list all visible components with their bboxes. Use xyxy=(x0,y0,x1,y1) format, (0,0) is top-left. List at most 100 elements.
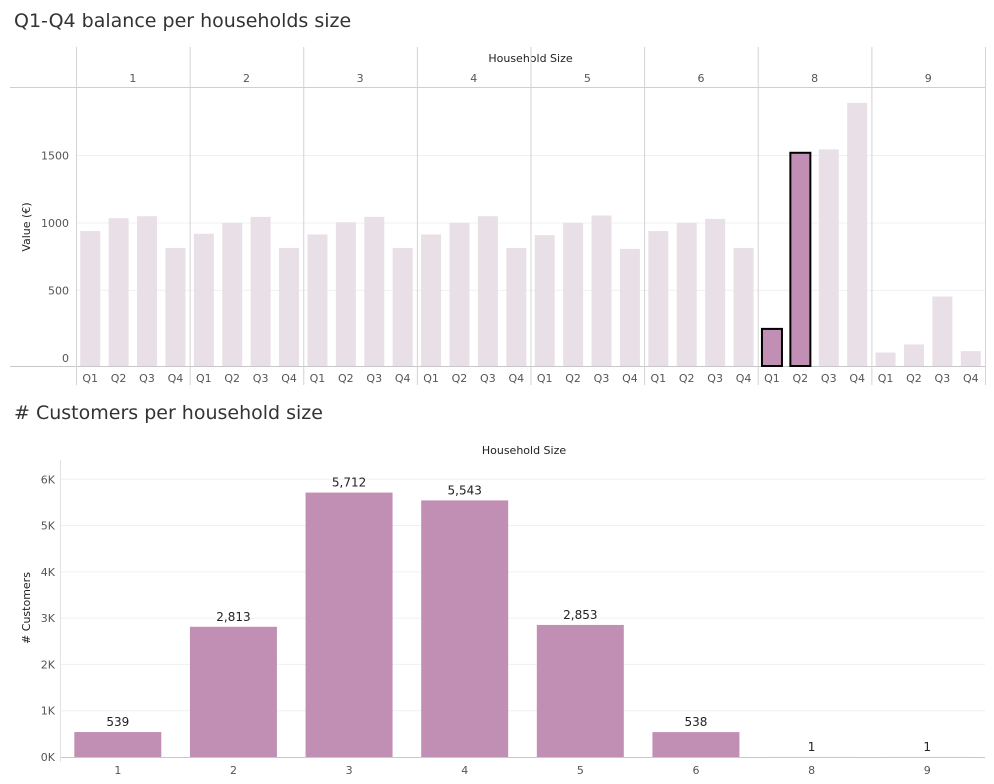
chart-title-customers: # Customers per household size xyxy=(14,402,323,424)
bar-household-5 xyxy=(536,624,624,757)
data-label: 2,853 xyxy=(563,608,597,622)
bar-4-Q2 xyxy=(449,222,470,366)
x-tick-label: Q2 xyxy=(338,372,354,385)
x-tick-label: Q4 xyxy=(622,372,638,385)
x-tick-label: Q3 xyxy=(935,372,951,385)
x-tick-label: Q4 xyxy=(168,372,184,385)
x-tick-label: 3 xyxy=(346,764,353,777)
x-tick-label: Q3 xyxy=(707,372,723,385)
x-tick-label: Q3 xyxy=(139,372,155,385)
x-tick-label: Q1 xyxy=(423,372,439,385)
x-tick-label: Q1 xyxy=(196,372,212,385)
x-tick-label: Q2 xyxy=(565,372,581,385)
y-tick-label: 2K xyxy=(41,658,56,671)
bar-9-Q1 xyxy=(875,352,896,366)
x-tick-label: 1 xyxy=(114,764,121,777)
x-tick-label: Q4 xyxy=(395,372,411,385)
bar-3-Q2 xyxy=(335,222,356,366)
x-tick-label: Q2 xyxy=(679,372,695,385)
bar-household-2 xyxy=(189,626,277,757)
data-label: 5,712 xyxy=(332,476,366,490)
bar-2-Q1 xyxy=(193,233,214,366)
data-label: 539 xyxy=(106,715,129,729)
x-tick-label: Q1 xyxy=(82,372,98,385)
y-axis-label: # Customers xyxy=(20,572,33,644)
bar-5-Q2 xyxy=(563,222,584,366)
x-tick-label: Q3 xyxy=(594,372,610,385)
bar-6-Q4 xyxy=(733,247,754,366)
y-tick-label: 3K xyxy=(41,612,56,625)
bar-6-Q1 xyxy=(648,231,669,366)
bar-1-Q3 xyxy=(137,216,158,366)
bar-2-Q4 xyxy=(279,247,300,366)
bar-8-Q2 xyxy=(789,151,812,367)
bar-8-Q1 xyxy=(760,327,783,367)
x-tick-label: Q1 xyxy=(878,372,894,385)
y-tick-label: 1000 xyxy=(41,217,69,230)
x-tick-label: 5 xyxy=(577,764,584,777)
bar-2-Q3 xyxy=(250,216,271,366)
y-tick-label: 0K xyxy=(41,751,56,764)
bar-8-Q4 xyxy=(847,102,868,366)
x-tick-label: Q4 xyxy=(508,372,524,385)
bar-4-Q1 xyxy=(421,234,442,366)
panel-label: 1 xyxy=(129,72,136,85)
bar-household-4 xyxy=(421,500,509,757)
panel-label: 3 xyxy=(357,72,364,85)
x-tick-label: Q1 xyxy=(650,372,666,385)
data-label: 5,543 xyxy=(448,483,482,497)
bar-3-Q4 xyxy=(392,247,413,366)
bar-9-Q4 xyxy=(960,351,981,366)
y-tick-label: 500 xyxy=(48,284,69,297)
data-label: 1 xyxy=(808,740,816,754)
bar-1-Q4 xyxy=(165,247,186,366)
x-tick-label: 2 xyxy=(230,764,237,777)
x-tick-label: Q2 xyxy=(452,372,468,385)
bar-household-1 xyxy=(74,732,162,757)
x-tick-label: Q3 xyxy=(253,372,269,385)
y-tick-label: 1500 xyxy=(41,149,69,162)
x-tick-label: 8 xyxy=(808,764,815,777)
y-tick-label: 1K xyxy=(41,705,56,718)
bar-1-Q2 xyxy=(108,218,129,366)
y-tick-label: 5K xyxy=(41,520,56,533)
chart-title-balance: Q1-Q4 balance per households size xyxy=(14,10,352,32)
x-tick-label: Q3 xyxy=(480,372,496,385)
y-tick-label: 4K xyxy=(41,566,56,579)
bar-1-Q1 xyxy=(80,231,101,366)
x-tick-label: Q1 xyxy=(537,372,553,385)
bar-6-Q2 xyxy=(676,222,697,366)
bar-4-Q4 xyxy=(506,247,527,366)
bar-9-Q2 xyxy=(903,344,924,366)
x-tick-label: Q1 xyxy=(310,372,326,385)
data-label: 1 xyxy=(923,740,931,754)
bar-4-Q3 xyxy=(477,216,498,366)
panel-label: 2 xyxy=(243,72,250,85)
x-tick-label: Q3 xyxy=(821,372,837,385)
x-tick-label: Q2 xyxy=(224,372,240,385)
x-tick-label: 9 xyxy=(924,764,931,777)
y-axis-label: Value (€) xyxy=(20,202,33,251)
panel-label: 9 xyxy=(925,72,932,85)
y-tick-label: 6K xyxy=(41,473,56,486)
bar-3-Q1 xyxy=(307,234,328,366)
x-tick-label: 6 xyxy=(692,764,699,777)
data-label: 2,813 xyxy=(216,610,250,624)
x-tick-label: Q2 xyxy=(906,372,922,385)
bar-9-Q3 xyxy=(932,296,953,366)
bar-5-Q4 xyxy=(619,248,640,366)
x-tick-label: Q2 xyxy=(111,372,127,385)
panel-label: 4 xyxy=(470,72,477,85)
x-tick-label: Q4 xyxy=(281,372,297,385)
bar-2-Q2 xyxy=(222,222,243,366)
x-tick-label: Q4 xyxy=(963,372,979,385)
x-tick-label: Q3 xyxy=(366,372,382,385)
x-tick-label: Q1 xyxy=(764,372,780,385)
x-tick-label: 4 xyxy=(461,764,468,777)
axis-header: Household Size xyxy=(482,444,567,457)
x-tick-label: Q4 xyxy=(849,372,865,385)
data-label: 538 xyxy=(684,715,707,729)
x-tick-label: Q2 xyxy=(793,372,809,385)
